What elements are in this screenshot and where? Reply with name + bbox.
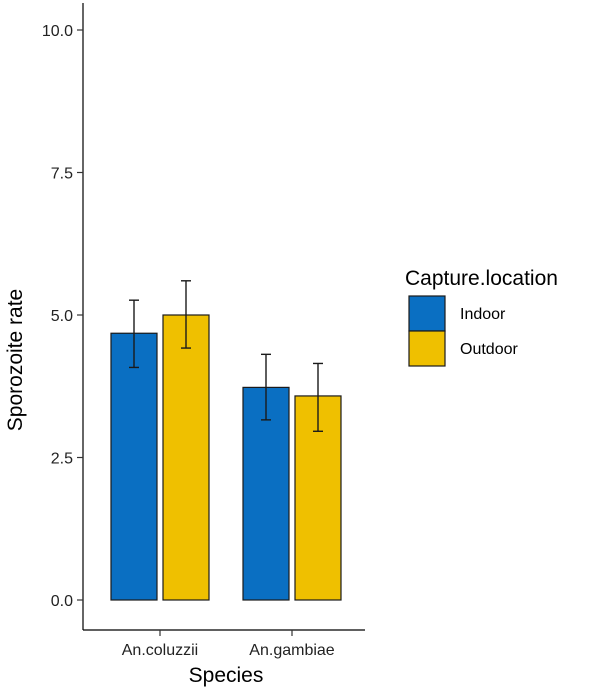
bar-indoor-an-coluzzii bbox=[110, 332, 158, 601]
legend-swatch-outdoor bbox=[408, 330, 446, 367]
y-tick-label: 2.5 bbox=[51, 451, 73, 468]
bar-indoor-an-gambiae bbox=[242, 386, 290, 601]
error-bar-indoor-an-coluzzii bbox=[129, 299, 139, 369]
x-tick-label: An.coluzzii bbox=[122, 642, 198, 659]
x-tick-label: An.gambiae bbox=[249, 642, 334, 659]
y-tick-label: 10.0 bbox=[42, 23, 73, 40]
y-tick-label: 7.5 bbox=[51, 166, 73, 183]
bar-outdoor-an-coluzzii bbox=[162, 314, 210, 601]
x-axis-title: Species bbox=[189, 664, 264, 687]
error-bar-indoor-an-gambiae bbox=[261, 353, 271, 421]
y-tick-label: 0.0 bbox=[51, 593, 73, 610]
y-axis-title: Sporozoite rate bbox=[4, 289, 27, 431]
legend-label-outdoor: Outdoor bbox=[460, 341, 518, 358]
plot-area bbox=[110, 280, 342, 601]
error-bar-outdoor-an-gambiae bbox=[313, 362, 323, 432]
legend-swatch-indoor bbox=[408, 295, 446, 332]
legend: Capture.location Indoor Outdoor bbox=[405, 267, 558, 367]
y-tick-label: 5.0 bbox=[51, 308, 73, 325]
legend-label-indoor: Indoor bbox=[460, 306, 506, 323]
axes: 0.0 2.5 5.0 7.5 10.0 An.coluzzii An.gambiae Spe… bbox=[4, 3, 365, 687]
error-bar-outdoor-an-coluzzii bbox=[181, 280, 191, 349]
legend-title: Capture.location bbox=[405, 267, 558, 290]
